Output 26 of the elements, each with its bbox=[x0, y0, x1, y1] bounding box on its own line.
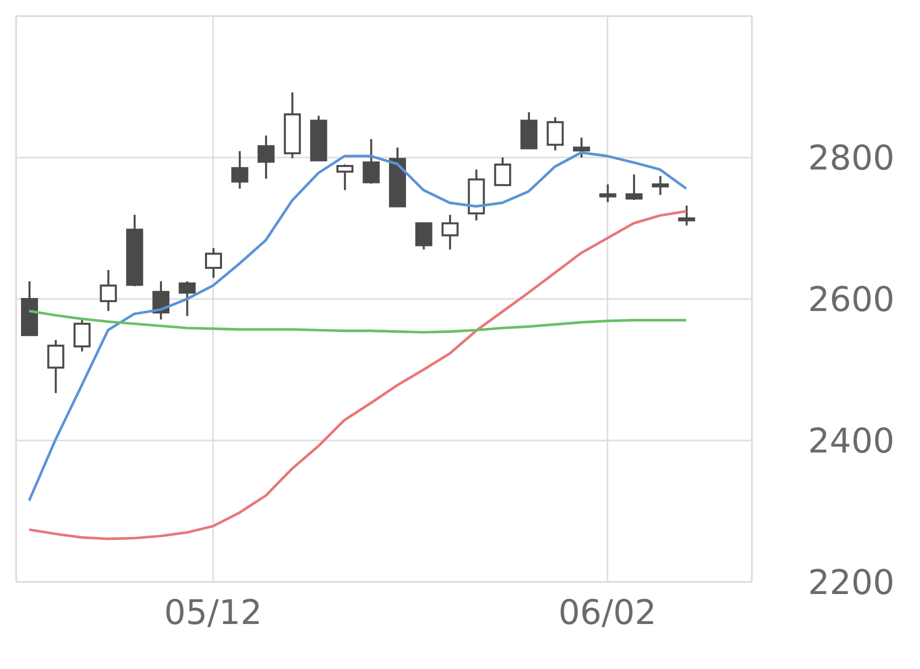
candlestick bbox=[573, 136, 590, 158]
candlestick bbox=[599, 183, 616, 204]
y-tick-label: 2400 bbox=[808, 422, 895, 462]
candlestick bbox=[258, 134, 275, 180]
candlestick bbox=[546, 116, 564, 152]
candlestick bbox=[336, 164, 354, 192]
candlestick bbox=[626, 173, 643, 201]
x-tick-label: 05/12 bbox=[164, 593, 262, 634]
candlestick bbox=[415, 222, 432, 250]
y-tick-label: 2800 bbox=[808, 138, 895, 179]
line-series bbox=[28, 210, 688, 540]
candlestick bbox=[678, 204, 696, 226]
candlestick bbox=[231, 150, 248, 190]
candlestick bbox=[178, 280, 196, 317]
line-series bbox=[28, 151, 688, 502]
candlestick bbox=[652, 174, 669, 196]
candlestick bbox=[205, 247, 222, 279]
candlestick bbox=[362, 138, 380, 185]
candlestick bbox=[494, 156, 512, 186]
candlestick bbox=[442, 214, 459, 250]
candlestick bbox=[74, 318, 91, 352]
y-tick-label: 2600 bbox=[808, 280, 895, 320]
candlestick bbox=[100, 268, 117, 312]
x-tick-label: 06/02 bbox=[558, 593, 656, 634]
y-tick-label: 2200 bbox=[808, 563, 895, 604]
candlestick bbox=[47, 339, 64, 394]
